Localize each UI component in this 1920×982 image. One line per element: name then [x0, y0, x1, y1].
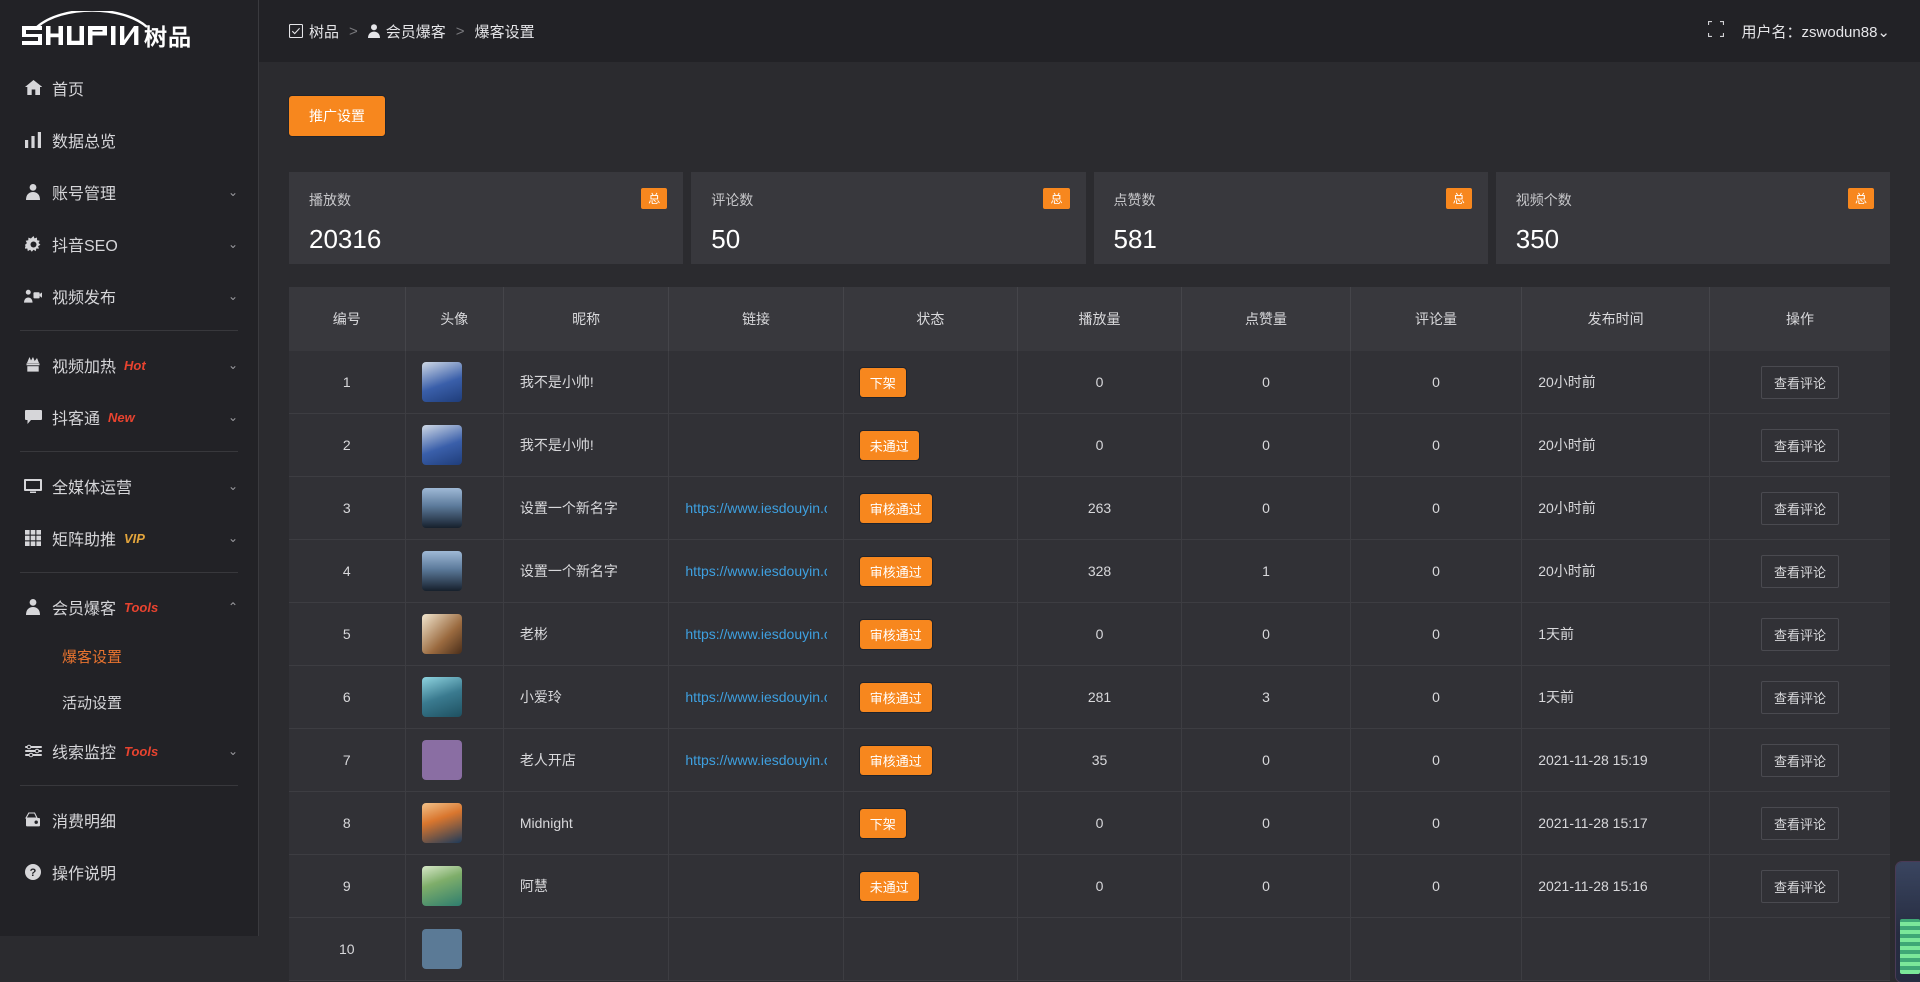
- svg-text:?: ?: [30, 867, 37, 879]
- svg-text:树品: 树品: [144, 24, 192, 50]
